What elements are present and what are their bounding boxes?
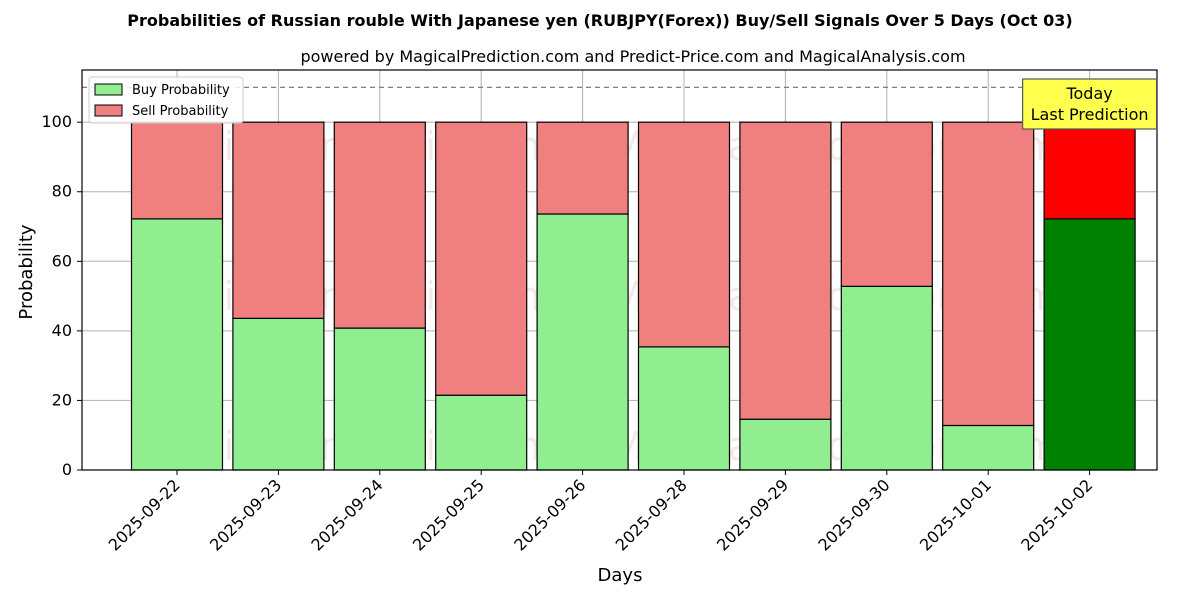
legend-label: Buy Probability xyxy=(132,83,230,98)
buy-bar xyxy=(435,394,528,471)
buy-bar xyxy=(536,213,629,471)
x-tick-label: 2025-09-30 xyxy=(814,475,893,554)
legend-label: Sell Probability xyxy=(132,104,229,119)
buy-bar xyxy=(130,218,224,471)
legend-swatch xyxy=(94,104,123,117)
buy-bar xyxy=(1043,218,1136,471)
x-tick-label: 2025-09-23 xyxy=(206,475,285,554)
plot-frame xyxy=(81,69,1158,471)
sell-bar xyxy=(637,121,731,348)
y-tick-label: 100 xyxy=(41,112,72,131)
sell-bar xyxy=(739,121,832,420)
y-tick-label: 20 xyxy=(52,390,72,409)
sell-bar xyxy=(232,121,325,319)
annotation-line: Last Prediction xyxy=(1031,105,1149,124)
chart-subtitle: powered by MagicalPrediction.com and Pre… xyxy=(300,47,965,66)
legend-box xyxy=(88,76,244,124)
y-tick-label: 60 xyxy=(52,251,72,270)
sell-bar xyxy=(1043,121,1136,220)
x-tick-label: 2025-10-01 xyxy=(916,475,995,554)
sell-bar xyxy=(333,121,426,329)
x-tick-label: 2025-09-24 xyxy=(307,475,386,554)
buy-bar xyxy=(232,317,325,471)
x-tick-label: 2025-09-28 xyxy=(612,475,691,554)
sell-bar xyxy=(942,121,1035,427)
annotation-line: Today xyxy=(1065,84,1112,103)
sell-bar xyxy=(840,121,933,287)
buy-bar xyxy=(840,285,933,471)
sell-bar xyxy=(435,121,528,396)
sell-bar xyxy=(536,121,629,215)
buy-bar xyxy=(333,327,426,471)
x-axis-label: Days xyxy=(598,565,643,586)
buy-bar xyxy=(942,424,1035,471)
legend-swatch xyxy=(94,83,123,96)
x-tick-label: 2025-09-22 xyxy=(105,475,184,554)
bars-layer xyxy=(130,121,1136,471)
chart-title: Probabilities of Russian rouble With Jap… xyxy=(127,11,1072,30)
x-tick-label: 2025-09-29 xyxy=(713,475,792,554)
y-tick-label: 0 xyxy=(62,460,72,479)
buy-bar xyxy=(739,418,832,471)
y-tick-label: 80 xyxy=(52,182,72,201)
legend: Buy Probability Sell Probability xyxy=(88,76,244,124)
annotation-box xyxy=(1021,78,1158,130)
today-annotation: Today Last Prediction xyxy=(1021,78,1158,130)
y-axis-label: Probability xyxy=(16,224,37,319)
x-tick-label: 2025-09-25 xyxy=(409,475,488,554)
sell-bar xyxy=(130,121,224,220)
buy-bar xyxy=(637,346,731,471)
x-tick-label: 2025-10-02 xyxy=(1017,475,1096,554)
x-tick-label: 2025-09-26 xyxy=(510,475,589,554)
y-tick-label: 40 xyxy=(52,321,72,340)
